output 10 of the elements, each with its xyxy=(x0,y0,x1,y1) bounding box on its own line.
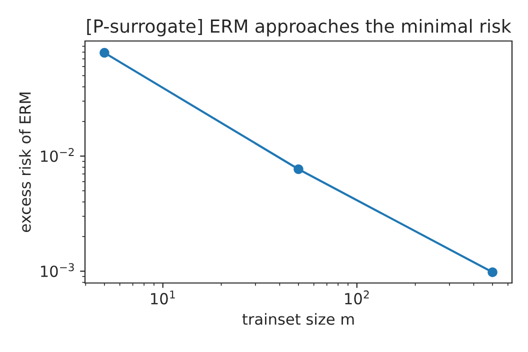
point xyxy=(294,164,304,174)
y-axis-title: excess risk of ERM xyxy=(19,92,31,232)
chart-title: [P-surrogate] ERM approaches the minimal risk xyxy=(87,18,512,36)
point xyxy=(488,267,498,278)
y-tick-label: 10$^{−3}$ xyxy=(41,263,74,278)
x-tick-label: 10$^{1}$ xyxy=(151,290,175,304)
x-axis-title: trainset size m xyxy=(242,313,354,325)
point xyxy=(100,48,110,58)
y-tick-label: 10$^{−2}$ xyxy=(41,148,74,162)
x-tick-label: 10$^{2}$ xyxy=(345,290,369,304)
